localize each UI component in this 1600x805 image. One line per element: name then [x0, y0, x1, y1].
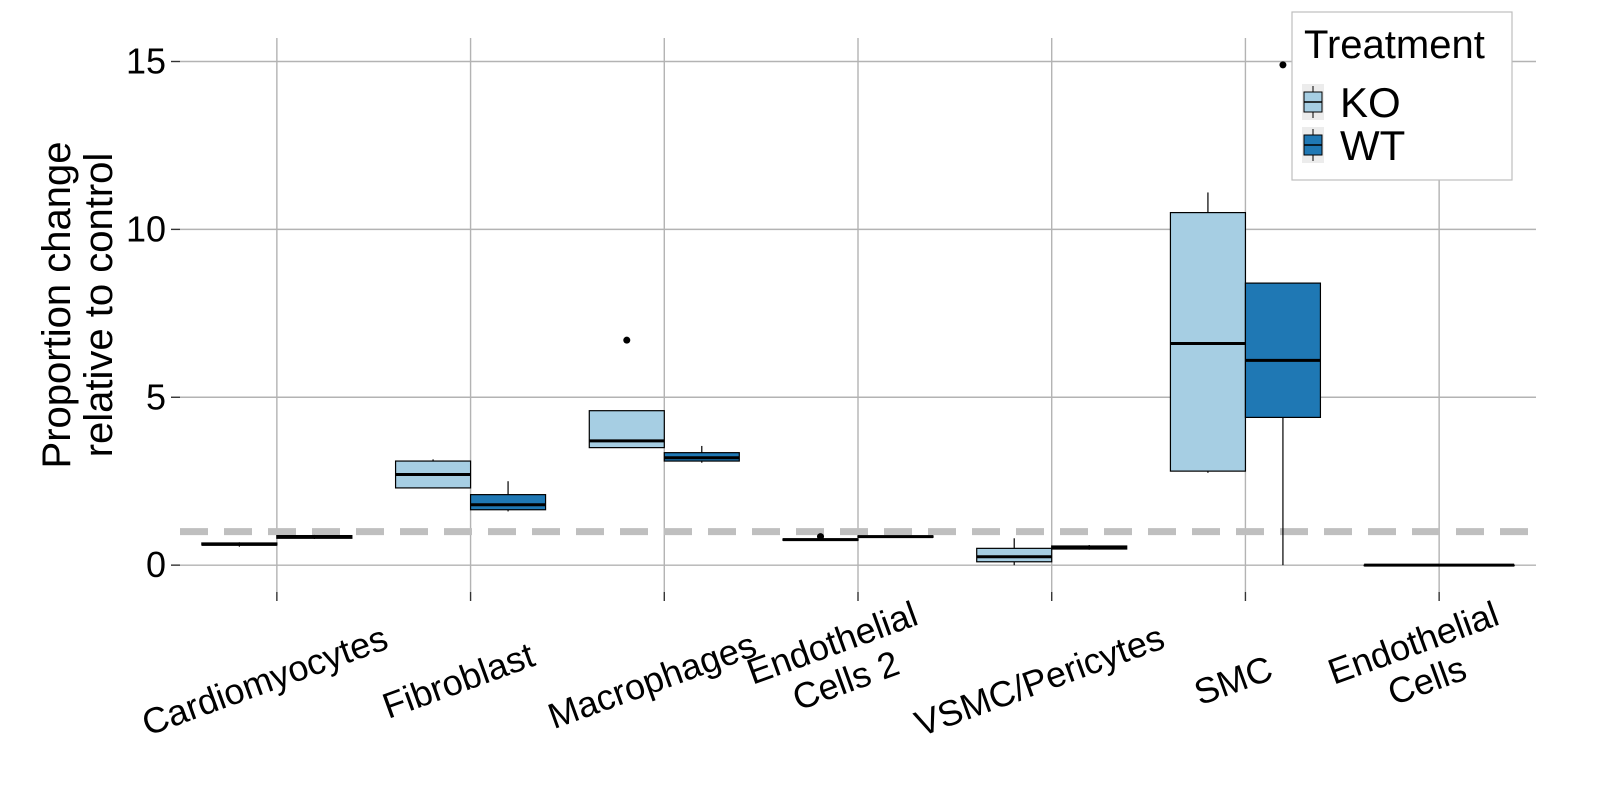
box-ko — [976, 538, 1053, 566]
box-wt — [663, 445, 740, 463]
box-ko — [1363, 563, 1440, 567]
box-iqr — [1169, 211, 1247, 472]
box-ko — [588, 336, 665, 449]
boxes-layer — [201, 61, 1515, 567]
x-tick-label: Cardiomyocytes — [136, 617, 393, 744]
y-tick-label: 5 — [146, 376, 166, 417]
box-iqr — [1244, 282, 1322, 419]
box-wt — [1051, 544, 1128, 550]
box-ko — [1169, 192, 1247, 473]
x-tick-label-line: Cardiomyocytes — [136, 617, 393, 744]
y-tick-label: 0 — [146, 544, 166, 585]
x-tick-label: Macrophages — [543, 624, 762, 737]
outlier-point — [1279, 61, 1287, 69]
outlier-point — [817, 533, 824, 541]
box-ko — [394, 459, 472, 489]
legend-label: WT — [1340, 122, 1405, 169]
y-tick-label: 15 — [126, 41, 166, 82]
y-tick-label: 10 — [126, 208, 166, 249]
x-tick-label: SMC — [1189, 647, 1278, 713]
legend-item-wt: WT — [1302, 122, 1405, 169]
x-tick-label-line: Macrophages — [543, 624, 762, 737]
y-axis-title-line: relative to control — [77, 153, 121, 458]
legend-label: KO — [1340, 79, 1401, 126]
legend-item-ko: KO — [1302, 79, 1401, 126]
legend-box — [1291, 11, 1513, 181]
box-wt — [1438, 563, 1515, 567]
x-tick-label-line: SMC — [1189, 647, 1278, 713]
box-ko — [782, 533, 859, 542]
x-tick-label-line: VSMC/Pericytes — [909, 616, 1169, 744]
x-tick-label: Fibroblast — [377, 634, 540, 727]
box-ko — [201, 542, 278, 547]
y-axis-title-line: Proportion change — [35, 142, 79, 469]
box-wt — [1244, 61, 1322, 566]
box-iqr — [976, 547, 1053, 563]
box-wt — [857, 535, 934, 539]
box-wt — [469, 481, 547, 512]
outlier-point — [623, 336, 631, 344]
box-iqr — [469, 494, 547, 511]
box-wt — [276, 534, 353, 539]
legend-title: Treatment — [1304, 23, 1485, 67]
x-tick-label-line: Fibroblast — [377, 634, 540, 727]
x-tick-label: VSMC/Pericytes — [909, 616, 1169, 744]
